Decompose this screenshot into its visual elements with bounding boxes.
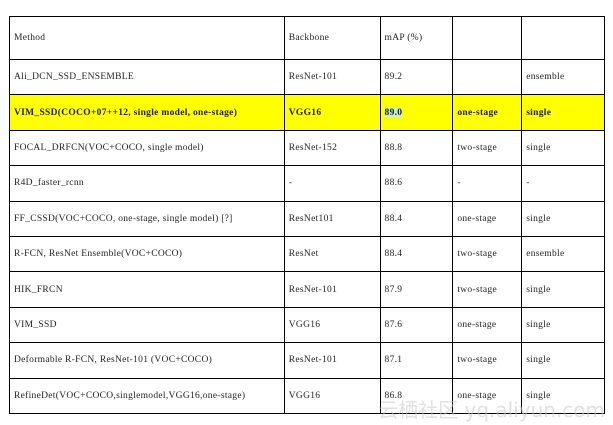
- cell-method: Deformable R-FCN, ResNet-101 (VOC+COCO): [9, 342, 285, 379]
- header-map: mAP (%): [379, 16, 454, 60]
- cell-map: 88.4: [379, 235, 454, 273]
- header-model: [521, 16, 605, 60]
- cell-map: 87.1: [379, 342, 454, 379]
- header-method: Method: [9, 16, 285, 60]
- cell-map: 89.2: [379, 58, 454, 96]
- header-backbone: Backbone: [283, 16, 381, 60]
- cell-backbone: ResNet-152: [283, 129, 381, 167]
- cell-backbone: ResNet-101: [283, 271, 381, 308]
- cell-model: single: [521, 306, 605, 344]
- cell-stage: -: [452, 165, 523, 202]
- cell-method: R-FCN, ResNet Ensemble(VOC+COCO): [9, 235, 285, 273]
- header-stage: [452, 16, 523, 60]
- cell-method: FF_CSSD(VOC+COCO, one-stage, single mode…: [9, 200, 285, 237]
- table-row: VIM_SSD(COCO+07++12, single model, one-s…: [9, 94, 605, 131]
- cell-stage: two-stage: [452, 235, 523, 273]
- cell-map: 87.6: [379, 306, 454, 344]
- cell-backbone: VGG16: [283, 306, 381, 344]
- cell-model: single: [521, 129, 605, 167]
- cell-model: ensemble: [521, 58, 605, 96]
- cell-map: 88.4: [379, 200, 454, 237]
- cell-map: 88.6: [379, 165, 454, 202]
- table-row: Deformable R-FCN, ResNet-101 (VOC+COCO) R…: [9, 342, 605, 379]
- cell-method: HIK_FRCN: [9, 271, 285, 308]
- cell-map: 88.8: [379, 129, 454, 167]
- watermark: 云栖社区 yq.aliyun.com: [378, 398, 605, 422]
- table-row: FF_CSSD(VOC+COCO, one-stage, single mode…: [9, 200, 605, 237]
- table-row: R-FCN, ResNet Ensemble(VOC+COCO) ResNet 88…: [9, 235, 605, 273]
- cell-stage: two-stage: [452, 342, 523, 379]
- cell-backbone: ResNet-101: [283, 58, 381, 96]
- header-row: Method Backbone mAP (%): [9, 16, 605, 60]
- cell-model: single: [521, 342, 605, 379]
- cell-method: VIM_SSD(COCO+07++12, single model, one-s…: [9, 94, 285, 131]
- cell-model: single: [521, 94, 605, 131]
- cell-backbone: -: [283, 165, 381, 202]
- cell-backbone: ResNet101: [283, 200, 381, 237]
- cell-method: RefineDet(VOC+COCO,singlemodel,VGG16,one…: [9, 377, 285, 414]
- table-row: VIM_SSD VGG16 87.6 one-stage single: [9, 306, 605, 344]
- cell-stage: two-stage: [452, 271, 523, 308]
- cell-method: R4D_faster_rcnn: [9, 165, 285, 202]
- table-row: RefineDet(VOC+COCO,singlemodel,VGG16,one…: [9, 377, 605, 414]
- cell-model: -: [521, 165, 605, 202]
- results-table: Method Backbone mAP (%) Ali_DCN_SSD_ENSE…: [9, 16, 605, 414]
- cell-model: ensemble: [521, 235, 605, 273]
- table-row: HIK_FRCN ResNet-101 87.9 two-stage single: [9, 271, 605, 308]
- cell-stage: one-stage: [452, 306, 523, 344]
- cell-stage: one-stage: [452, 377, 523, 414]
- table-row: FOCAL_DRFCN(VOC+COCO, single model) ResNe…: [9, 129, 605, 167]
- cell-map: 87.9: [379, 271, 454, 308]
- cell-backbone: ResNet-101: [283, 342, 381, 379]
- cell-stage: one-stage: [452, 200, 523, 237]
- cell-model: single: [521, 377, 605, 414]
- cell-model: single: [521, 200, 605, 237]
- cell-method: Ali_DCN_SSD_ENSEMBLE: [9, 58, 285, 96]
- cell-method: FOCAL_DRFCN(VOC+COCO, single model): [9, 129, 285, 167]
- cell-map: 86.8: [379, 377, 454, 414]
- cell-map: 89.0: [379, 94, 454, 131]
- cell-method: VIM_SSD: [9, 306, 285, 344]
- table-row: R4D_faster_rcnn -88.6- -: [9, 165, 605, 202]
- cell-stage: two-stage: [452, 129, 523, 167]
- cell-backbone: VGG16: [283, 94, 381, 131]
- cell-stage: one-stage: [452, 94, 523, 131]
- cell-map-value: 89.0: [384, 107, 403, 118]
- cell-backbone: ResNet: [283, 235, 381, 273]
- cell-backbone: VGG16: [283, 377, 381, 414]
- table-row: Ali_DCN_SSD_ENSEMBLE ResNet-101 89.2 ensemb…: [9, 58, 605, 96]
- cell-stage: [452, 58, 523, 96]
- cell-model: single: [521, 271, 605, 308]
